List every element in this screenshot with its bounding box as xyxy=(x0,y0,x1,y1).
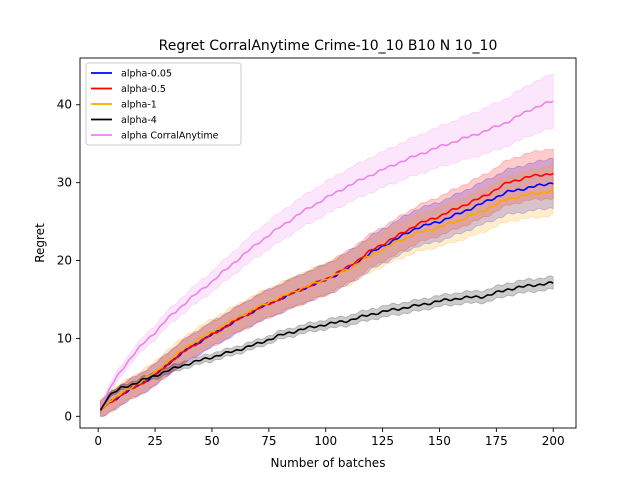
legend-label-alpha-0.05: alpha-0.05 xyxy=(121,69,172,80)
y-tick-label: 10 xyxy=(57,331,72,345)
axes: 0 25 50 75 100 125 150 175 200 0 10 20 30 40 xyxy=(57,57,577,448)
x-tick-label: 125 xyxy=(371,434,394,448)
x-tick-label: 150 xyxy=(428,434,451,448)
chart-title: Regret CorralAnytime Crime-10_10 B10 N 1… xyxy=(159,38,498,54)
y-tick-label: 40 xyxy=(57,98,72,112)
legend-box xyxy=(85,62,242,146)
x-tick-label: 0 xyxy=(94,434,102,448)
x-tick-label: 75 xyxy=(261,434,276,448)
series-lines xyxy=(99,100,554,411)
y-tick-label: 20 xyxy=(57,254,72,268)
legend: alpha-0.05 alpha-0.5 alpha-1 alpha-4 alpha C… xyxy=(85,62,242,146)
line-alpha-1 xyxy=(99,188,554,411)
x-axis-label: Number of batches xyxy=(271,456,386,470)
line-alpha CorralAnytime xyxy=(99,100,554,411)
x-tick-label: 25 xyxy=(147,434,162,448)
legend-label-alpha CorralAnytime: alpha CorralAnytime xyxy=(121,131,219,142)
y-tick-label: 0 xyxy=(64,409,72,423)
x-tick-label: 175 xyxy=(485,434,508,448)
x-tick-label: 50 xyxy=(204,434,219,448)
legend-label-alpha-4: alpha-4 xyxy=(121,115,157,126)
plot-frame xyxy=(79,57,577,429)
y-axis-label: Regret xyxy=(33,223,47,263)
band-alpha CorralAnytime xyxy=(100,73,554,415)
line-alpha-0.5 xyxy=(99,172,554,411)
x-tick-label: 100 xyxy=(314,434,337,448)
legend-label-alpha-0.5: alpha-0.5 xyxy=(121,84,166,95)
legend-label-alpha-1: alpha-1 xyxy=(121,100,157,111)
y-tick-label: 30 xyxy=(57,176,72,190)
line-alpha-4 xyxy=(99,281,554,411)
x-tick-label: 200 xyxy=(542,434,565,448)
